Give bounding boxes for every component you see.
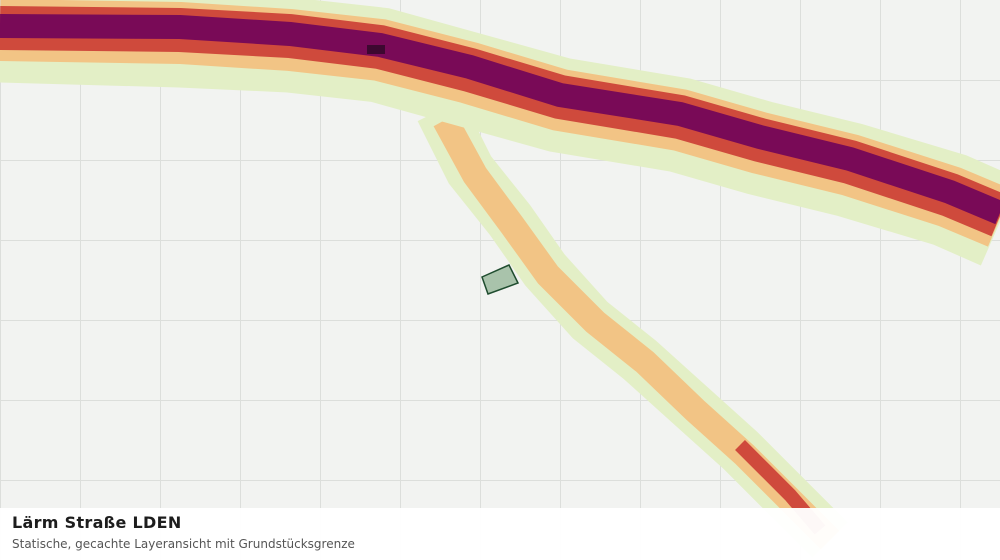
parcel-boundary	[481, 264, 520, 295]
map-title: Lärm Straße LDEN	[12, 513, 182, 532]
noise-main-road	[0, 0, 1000, 266]
map-caption: Lärm Straße LDEN Statische, gecachte Lay…	[0, 508, 1000, 560]
map-subtitle: Statische, gecachte Layeransicht mit Gru…	[12, 537, 355, 551]
